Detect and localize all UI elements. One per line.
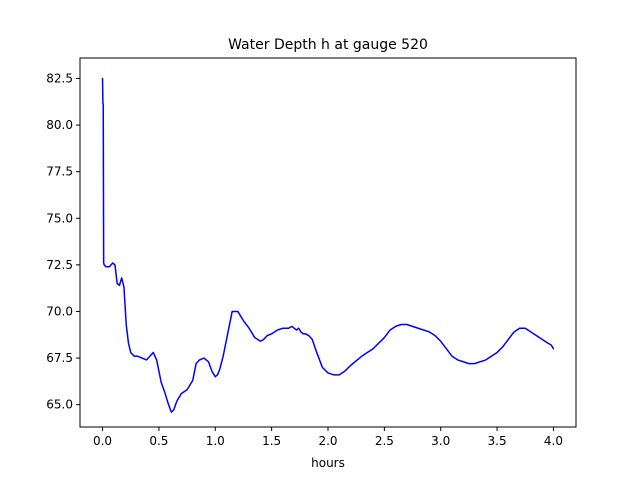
plot-series [101, 77, 555, 413]
plot-frame [79, 57, 577, 428]
x-tick-label: 2.5 [375, 434, 394, 448]
x-axis: 0.0 0.5 1.0 1.5 2.0 2.5 3.0 3.5 4.0 [93, 427, 563, 448]
series-line-0 [101, 77, 555, 413]
y-tick-label: 80.0 [46, 118, 73, 132]
y-tick-label: 65.0 [46, 398, 73, 412]
y-axis: 65.0 67.5 70.0 72.5 75.0 77.5 80.0 82.5 [46, 72, 80, 412]
chart-title: Water Depth h at gauge 520 [228, 37, 428, 53]
y-tick-label: 75.0 [46, 211, 73, 225]
x-tick-label: 2.0 [318, 434, 337, 448]
x-tick-label: 3.0 [431, 434, 450, 448]
x-tick-label: 1.5 [262, 434, 281, 448]
y-tick-label: 82.5 [46, 72, 73, 86]
x-tick-label: 1.0 [206, 434, 225, 448]
x-tick-label: 3.5 [488, 434, 507, 448]
x-axis-title: hours [311, 456, 345, 470]
x-tick-label: 0.0 [93, 434, 112, 448]
x-tick-label: 0.5 [149, 434, 168, 448]
y-tick-label: 70.0 [46, 304, 73, 318]
y-tick-label: 67.5 [46, 351, 73, 365]
y-tick-label: 72.5 [46, 258, 73, 272]
y-tick-label: 77.5 [46, 165, 73, 179]
x-tick-label: 4.0 [544, 434, 563, 448]
